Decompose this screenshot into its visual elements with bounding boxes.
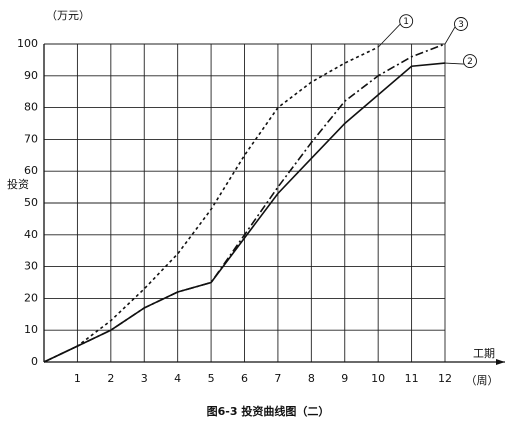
legend-label: 3 (458, 20, 464, 30)
caption: 图6-3 投资曲线图（二） (207, 404, 330, 418)
y-tick-label: 60 (24, 164, 38, 177)
x-axis-arrow (496, 359, 505, 365)
series-line (43, 46, 379, 363)
y-axis-unit: （万元） (46, 9, 90, 22)
y-tick-label: 100 (17, 37, 38, 50)
label-circle (454, 17, 468, 31)
y-tick-label: 20 (24, 291, 38, 304)
x-tick-label: 1 (74, 372, 81, 385)
x-tick-label: 10 (371, 372, 385, 385)
x-tick-label: 7 (274, 372, 281, 385)
series-line (43, 62, 446, 363)
x-tick-label: 8 (308, 372, 315, 385)
y-tick-label: 70 (24, 132, 38, 145)
x-tick-label: 12 (438, 372, 452, 385)
series-line (43, 43, 446, 363)
y-tick-label: 10 (24, 323, 38, 336)
x-tick-label: 2 (107, 372, 114, 385)
x-tick-label: 3 (141, 372, 148, 385)
label-leader (377, 23, 401, 48)
x-tick-label: 11 (405, 372, 419, 385)
x-tick-label: 5 (208, 372, 215, 385)
legend-label: 2 (467, 57, 473, 67)
x-tick-label: 6 (241, 372, 248, 385)
y-tick-label: 0 (31, 355, 38, 368)
y-tick-label: 90 (24, 69, 38, 82)
legend-label: 1 (403, 17, 409, 27)
y-axis-title: 投资 (7, 177, 29, 191)
label-circle (463, 54, 477, 69)
y-tick-label: 30 (24, 260, 38, 273)
x-tick-label: 9 (341, 372, 348, 385)
x-axis-unit: （周） (466, 374, 499, 387)
x-axis-title: 工期 (473, 347, 495, 360)
label-leader (444, 26, 456, 45)
x-tick-label: 4 (174, 372, 181, 385)
label-leader (444, 62, 465, 65)
y-tick-label: 80 (24, 101, 38, 114)
y-tick-label: 50 (24, 196, 38, 209)
y-tick-label: 40 (24, 228, 38, 241)
label-circle (399, 14, 414, 29)
